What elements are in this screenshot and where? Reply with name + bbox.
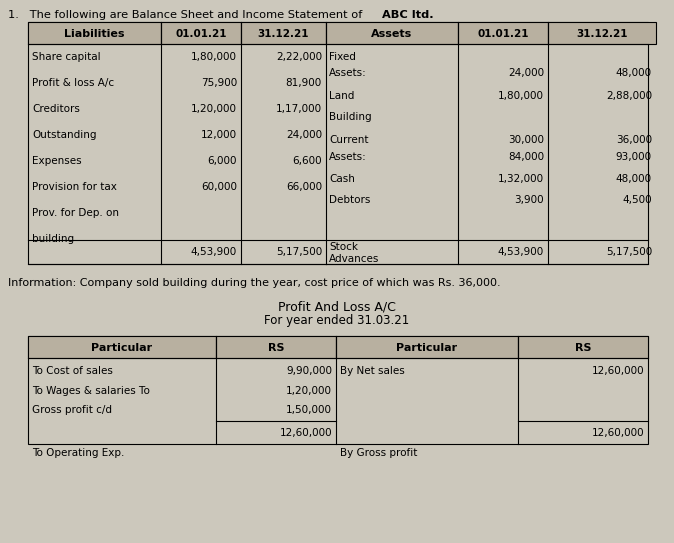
Bar — [161, 22, 241, 44]
Text: 6,000: 6,000 — [208, 156, 237, 166]
Text: 2,22,000: 2,22,000 — [276, 52, 322, 62]
Text: Profit & loss A/c: Profit & loss A/c — [32, 78, 114, 88]
Text: 60,000: 60,000 — [201, 182, 237, 192]
Text: 12,60,000: 12,60,000 — [591, 428, 644, 438]
Text: 30,000: 30,000 — [508, 135, 544, 145]
Bar — [458, 22, 548, 44]
Text: Assets:: Assets: — [329, 152, 367, 162]
Text: Particular: Particular — [396, 343, 458, 353]
Text: 24,000: 24,000 — [286, 130, 322, 140]
Text: Assets: Assets — [371, 29, 412, 39]
Text: 66,000: 66,000 — [286, 182, 322, 192]
Bar — [28, 336, 648, 444]
Text: 4,500: 4,500 — [622, 195, 652, 205]
Text: Outstanding: Outstanding — [32, 130, 96, 140]
Text: 2,88,000: 2,88,000 — [606, 91, 652, 101]
Bar — [28, 22, 161, 44]
Bar — [28, 336, 216, 358]
Text: Expenses: Expenses — [32, 156, 82, 166]
Text: Fixed: Fixed — [329, 52, 356, 62]
Text: Land: Land — [329, 91, 355, 101]
Text: 01.01.21: 01.01.21 — [175, 29, 226, 39]
Text: 1,80,000: 1,80,000 — [191, 52, 237, 62]
Bar — [518, 336, 648, 358]
Text: building: building — [32, 234, 74, 244]
Text: Debtors: Debtors — [329, 195, 371, 205]
Text: 12,000: 12,000 — [201, 130, 237, 140]
Text: Profit And Loss A/C: Profit And Loss A/C — [278, 300, 396, 313]
Text: 4,53,900: 4,53,900 — [498, 247, 544, 257]
Text: 5,17,500: 5,17,500 — [276, 247, 322, 257]
Text: 12,60,000: 12,60,000 — [280, 428, 332, 438]
Text: Cash: Cash — [329, 174, 355, 184]
Text: 75,900: 75,900 — [201, 78, 237, 88]
Text: To Wages & salaries To: To Wages & salaries To — [32, 386, 150, 396]
Text: 01.01.21: 01.01.21 — [477, 29, 528, 39]
Text: 6,600: 6,600 — [293, 156, 322, 166]
Text: To Cost of sales: To Cost of sales — [32, 366, 113, 376]
Bar — [336, 336, 518, 358]
Text: Stock: Stock — [329, 242, 358, 252]
Text: Liabilities: Liabilities — [64, 29, 125, 39]
Text: 31.12.21: 31.12.21 — [576, 29, 627, 39]
Text: 1,20,000: 1,20,000 — [191, 104, 237, 114]
Text: 12,60,000: 12,60,000 — [591, 366, 644, 376]
Text: By Gross profit: By Gross profit — [340, 448, 417, 458]
Text: RS: RS — [575, 343, 591, 353]
Text: 48,000: 48,000 — [616, 67, 652, 78]
Text: 24,000: 24,000 — [508, 67, 544, 78]
Text: 1,20,000: 1,20,000 — [286, 386, 332, 396]
Text: Building: Building — [329, 112, 371, 122]
Bar — [216, 336, 336, 358]
Text: 1.   The following are Balance Sheet and Income Statement of: 1. The following are Balance Sheet and I… — [8, 10, 366, 20]
Bar — [241, 22, 326, 44]
Text: 5,17,500: 5,17,500 — [606, 247, 652, 257]
Text: Particular: Particular — [92, 343, 152, 353]
Bar — [548, 22, 656, 44]
Text: Advances: Advances — [329, 254, 379, 264]
Text: To Operating Exp.: To Operating Exp. — [32, 448, 125, 458]
Text: For year ended 31.03.21: For year ended 31.03.21 — [264, 314, 410, 327]
Text: Information: Company sold building during the year, cost price of which was Rs. : Information: Company sold building durin… — [8, 278, 501, 288]
Text: 3,900: 3,900 — [514, 195, 544, 205]
Text: Assets:: Assets: — [329, 67, 367, 78]
Text: 48,000: 48,000 — [616, 174, 652, 184]
Text: Share capital: Share capital — [32, 52, 100, 62]
Text: RS: RS — [268, 343, 284, 353]
Text: 81,900: 81,900 — [286, 78, 322, 88]
Text: 36,000: 36,000 — [616, 135, 652, 145]
Text: 84,000: 84,000 — [508, 152, 544, 162]
Text: 1,80,000: 1,80,000 — [498, 91, 544, 101]
Text: 1,17,000: 1,17,000 — [276, 104, 322, 114]
Text: Creditors: Creditors — [32, 104, 80, 114]
Text: 31.12.21: 31.12.21 — [257, 29, 309, 39]
Text: Current: Current — [329, 135, 369, 145]
Text: Gross profit c/d: Gross profit c/d — [32, 405, 112, 415]
Text: 1,32,000: 1,32,000 — [498, 174, 544, 184]
Bar — [326, 22, 458, 44]
Text: 93,000: 93,000 — [616, 152, 652, 162]
Text: 9,90,000: 9,90,000 — [286, 366, 332, 376]
Text: Prov. for Dep. on: Prov. for Dep. on — [32, 208, 119, 218]
Text: Provision for tax: Provision for tax — [32, 182, 117, 192]
Text: ABC ltd.: ABC ltd. — [382, 10, 433, 20]
Bar — [28, 22, 648, 264]
Text: By Net sales: By Net sales — [340, 366, 405, 376]
Text: 4,53,900: 4,53,900 — [191, 247, 237, 257]
Text: 1,50,000: 1,50,000 — [286, 405, 332, 415]
